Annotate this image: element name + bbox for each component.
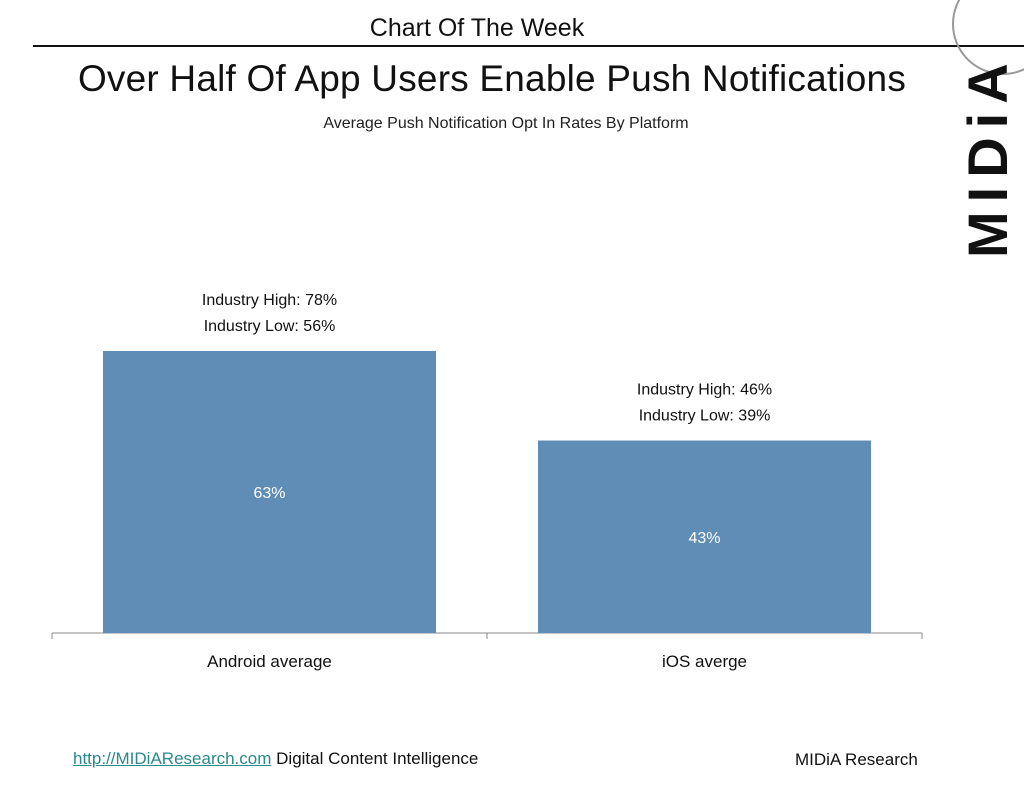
footer-tagline: Digital Content Intelligence [276,749,479,768]
chart-subtitle: Average Push Notification Opt In Rates B… [323,115,689,132]
bar-annotation: Industry Low: 56% [204,318,336,335]
x-tick-label: iOS averge [662,652,747,671]
bar-annotation: Industry High: 46% [637,382,772,399]
midia-logo-text: MIDiA [956,54,1019,258]
footer-company: MIDiA Research [795,750,918,769]
chart-title: Over Half Of App Users Enable Push Notif… [77,58,907,99]
chart-kicker: Chart Of The Week [369,14,585,42]
data-label: 43% [688,530,720,547]
bar [538,440,871,633]
data-label: 63% [253,485,285,502]
bar [103,351,436,633]
midia-logo: MIDiA [952,0,1024,258]
bar-annotation: Industry High: 78% [202,292,337,309]
bar-annotation: Industry Low: 39% [639,408,771,425]
x-tick-label: Android average [207,652,332,671]
footer-left: http://MIDiAResearch.com Digital Content… [73,749,478,769]
header-rule [33,45,1024,47]
website-link[interactable]: http://MIDiAResearch.com [73,749,272,768]
